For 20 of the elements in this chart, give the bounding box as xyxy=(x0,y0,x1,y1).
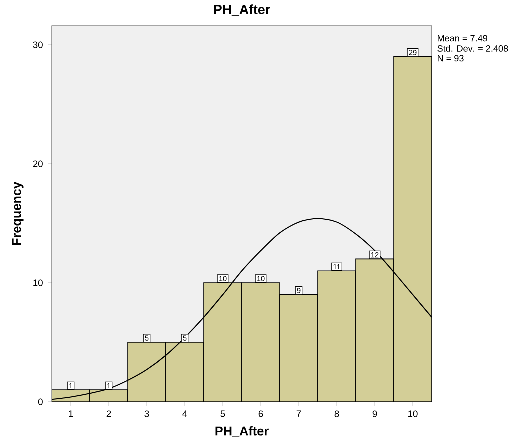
x-tick-label: 6 xyxy=(258,410,264,418)
text: N = 93 xyxy=(438,55,464,62)
x-tick-label: 4 xyxy=(182,410,188,418)
x-tick-label: 9 xyxy=(372,410,378,418)
y-tick-label: 0 xyxy=(38,398,43,406)
x-tick-label: 7 xyxy=(296,410,302,418)
x-tick-label: 10 xyxy=(408,410,418,418)
x-tick-label: 1 xyxy=(69,410,74,418)
y-tick-label: 10 xyxy=(34,280,43,286)
chart-title: PH_After xyxy=(214,4,270,16)
y-tick-label: 30 xyxy=(33,42,43,48)
x-tick-label: 2 xyxy=(106,410,112,418)
x-tick-label: 3 xyxy=(144,410,150,418)
y-axis-title: Frequency xyxy=(12,182,24,246)
text: Mean = 7.49 xyxy=(438,35,488,42)
x-axis-title: PH_After xyxy=(216,426,269,438)
x-tick-label: 5 xyxy=(220,410,226,418)
y-tick-label: 20 xyxy=(33,160,43,168)
x-tick-label: 8 xyxy=(334,410,340,418)
text: Std. Dev. = 2.408 xyxy=(438,45,508,52)
